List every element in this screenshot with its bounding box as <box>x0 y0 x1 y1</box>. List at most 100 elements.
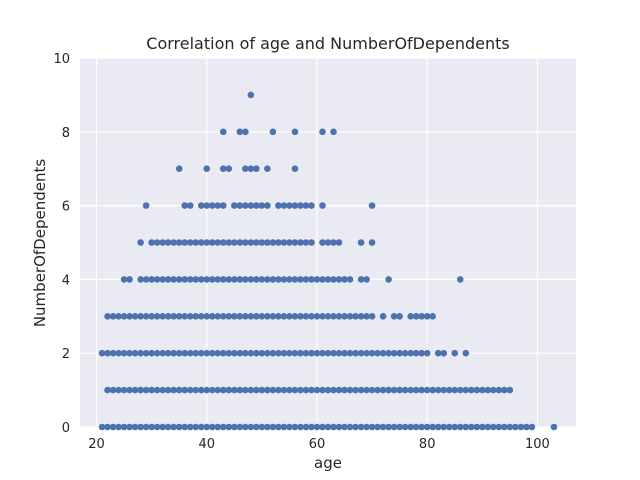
data-point <box>203 313 211 320</box>
data-point <box>258 202 266 209</box>
data-point <box>137 313 144 320</box>
data-point <box>170 239 177 246</box>
data-point <box>175 386 183 394</box>
data-point <box>115 423 122 431</box>
data-points <box>98 91 558 431</box>
data-point <box>357 386 365 394</box>
data-point <box>175 349 183 357</box>
data-point <box>253 202 260 209</box>
data-point <box>275 276 282 283</box>
data-point <box>126 276 133 283</box>
data-point <box>352 313 359 320</box>
data-point <box>197 349 205 357</box>
data-point <box>368 239 376 246</box>
data-point <box>120 313 128 320</box>
data-point <box>153 276 161 283</box>
data-point <box>286 313 293 320</box>
data-point <box>302 386 310 394</box>
data-point <box>170 386 177 394</box>
data-point <box>418 423 425 431</box>
data-point <box>291 423 299 431</box>
data-point <box>456 423 464 431</box>
data-point <box>192 276 200 283</box>
data-point <box>275 423 282 431</box>
data-point <box>219 202 227 209</box>
data-point <box>164 239 172 246</box>
data-point <box>302 313 310 320</box>
data-point <box>445 423 453 431</box>
data-point <box>297 313 304 320</box>
data-point <box>164 423 172 431</box>
data-point <box>258 276 266 283</box>
data-point <box>264 239 271 246</box>
data-point <box>357 276 365 283</box>
data-point <box>374 349 381 357</box>
data-point <box>236 239 244 246</box>
data-point <box>258 349 266 357</box>
data-point <box>368 386 376 394</box>
data-point <box>225 239 233 246</box>
data-point <box>170 276 177 283</box>
data-point <box>440 386 448 394</box>
data-point <box>319 313 326 320</box>
data-point <box>269 386 277 394</box>
data-point <box>247 91 255 99</box>
y-tick-label: 10 <box>53 52 70 67</box>
data-point <box>495 386 503 394</box>
data-point <box>423 386 431 394</box>
data-point <box>313 423 321 431</box>
data-point <box>120 349 128 357</box>
data-point <box>302 349 310 357</box>
data-point <box>286 349 293 357</box>
data-point <box>319 239 326 246</box>
data-point <box>484 423 492 431</box>
data-point <box>170 313 177 320</box>
data-point <box>159 313 166 320</box>
data-point <box>109 423 117 431</box>
data-point <box>429 423 437 431</box>
data-point <box>291 386 299 394</box>
data-point <box>291 239 299 246</box>
data-point <box>368 313 376 320</box>
data-point <box>440 349 448 357</box>
data-point <box>523 423 530 431</box>
data-point <box>181 423 189 431</box>
data-point <box>253 313 260 320</box>
data-point <box>197 313 205 320</box>
data-point <box>418 386 425 394</box>
data-point <box>379 423 387 431</box>
data-point <box>170 423 177 431</box>
data-point <box>308 386 315 394</box>
data-point <box>302 276 310 283</box>
data-point <box>280 239 288 246</box>
data-point <box>186 386 194 394</box>
x-tick-label: 60 <box>309 437 326 452</box>
data-point <box>335 423 343 431</box>
data-point <box>291 202 299 209</box>
data-point <box>231 239 238 246</box>
data-point <box>219 239 227 246</box>
data-point <box>109 386 117 394</box>
data-point <box>363 386 370 394</box>
data-point <box>451 349 459 357</box>
data-point <box>396 349 403 357</box>
data-point <box>231 313 238 320</box>
data-point <box>440 423 448 431</box>
data-point <box>253 239 260 246</box>
data-point <box>203 276 211 283</box>
data-point <box>181 202 189 209</box>
data-point <box>297 386 304 394</box>
data-point <box>291 165 299 172</box>
data-point <box>247 349 255 357</box>
data-point <box>479 423 486 431</box>
data-point <box>236 276 244 283</box>
data-point <box>313 386 321 394</box>
data-point <box>214 349 222 357</box>
data-point <box>473 386 481 394</box>
data-point <box>451 423 459 431</box>
data-point <box>219 349 227 357</box>
data-point <box>203 239 211 246</box>
data-point <box>275 313 282 320</box>
y-tick-label: 6 <box>62 200 70 215</box>
data-point <box>484 386 492 394</box>
